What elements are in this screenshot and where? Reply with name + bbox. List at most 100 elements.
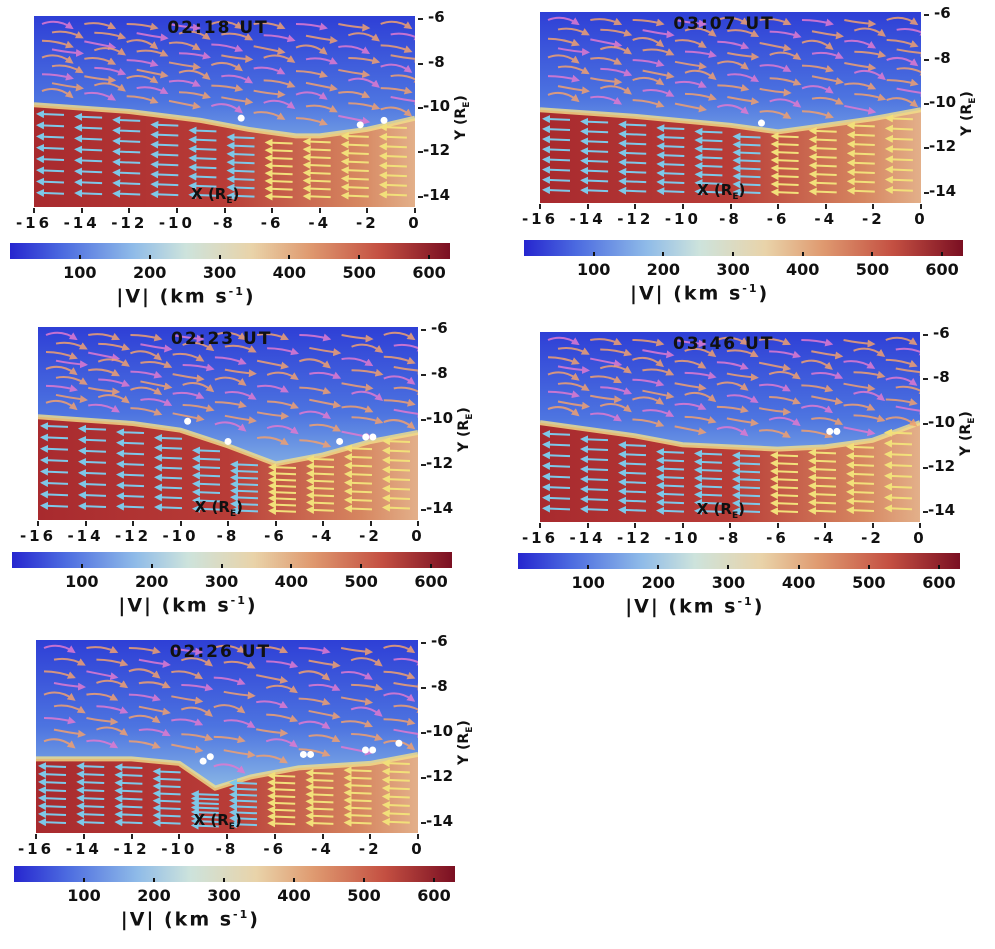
x-tick [33,208,35,213]
x-tick-label: -6 [263,840,287,858]
streamline-arrow [338,114,371,125]
streamline-arrow [264,177,293,186]
streamline-arrow [674,102,707,113]
streamline-arrow [884,493,913,502]
streamline-arrow [694,482,723,491]
streamline-arrow [843,403,876,411]
streamline-arrow [580,495,609,504]
velocity-map [34,16,415,207]
streamline-arrow [380,44,413,53]
streamline-arrow [344,453,373,462]
streamline-arrow [618,441,647,450]
x-tick [824,204,827,209]
streamline-arrow [192,454,221,463]
streamline-arrow [846,470,875,479]
y-tick [421,329,426,332]
spacecraft-marker [380,116,388,124]
streamline-arrow [211,43,244,53]
streamline-arrow [306,476,335,485]
y-tick [418,107,423,110]
colorbar-label-text: |V| (km s [116,285,229,308]
streamline-arrow [265,738,298,748]
streamline-arrow [340,183,369,192]
colorbar-tick-label: 300 [716,260,750,279]
streamline-arrow [590,412,622,422]
colorbar-label: |V| (km s-1) [116,285,255,307]
x-tick [539,523,541,528]
streamline-arrow [684,415,717,424]
streamline-arrow [305,804,334,813]
y-axis-label: Y (RE) [959,91,978,137]
streamline-arrow [350,706,383,717]
y-tick [418,62,423,65]
x-tick-label: -14 [65,840,102,858]
streamline-arrow [844,19,877,28]
streamline-arrow [76,794,105,803]
spacecraft-marker [362,433,370,441]
colorbar-label: |V| (km s-1) [118,594,257,616]
streamline-arrow [76,786,105,795]
y-tick-label: -14 [426,811,454,830]
streamline-arrow [40,456,69,465]
streamline-arrow [305,57,338,65]
colorbar-label-exponent: -1 [233,908,250,921]
streamline-arrow [116,438,145,447]
streamline-arrow [210,61,243,72]
streamline-arrow [299,333,332,342]
streamline-arrow [140,380,173,391]
streamline-arrow [55,359,88,369]
streamline-arrow [590,56,623,65]
streamline-arrow [38,778,67,787]
streamline-arrow [618,186,647,195]
streamline-arrow [192,504,221,513]
y-axis-label-text: Y (R [456,420,472,453]
x-tick-label: -8 [213,214,236,232]
x-tick [871,523,874,528]
streamline-arrow [884,165,913,174]
colorbar-tick [732,252,735,256]
streamline-arrow [253,89,286,99]
streamline-arrow [263,34,296,43]
streamline-arrow [78,502,107,511]
x-tick [273,834,276,839]
streamline-arrow [305,776,334,785]
streamline-arrow [770,467,799,476]
streamline-arrow [542,125,571,134]
x-tick [369,521,372,526]
streamline-arrow [264,138,293,147]
streamline-arrow [547,37,580,47]
streamline-arrow [343,803,372,812]
streamline-arrow [74,134,103,143]
streamline-arrow [309,423,342,432]
colorbar-tick [430,564,433,568]
streamline-arrow [306,469,335,478]
streamline-arrow [263,99,296,110]
colorbar-label: |V| (km s-1) [630,282,769,304]
streamline-arrow [266,660,299,669]
x-tick-label: -4 [311,840,334,858]
streamline-arrow [86,645,119,654]
streamline-arrow [770,132,799,141]
streamline-arrow [221,96,254,106]
velocity-map [36,640,418,833]
streamline-arrow [221,74,254,84]
streamline-arrow [759,17,792,26]
streamline-arrow [632,418,665,428]
streamline-arrow [171,718,204,726]
colorbar-tick [867,565,870,569]
streamline-arrow [190,794,219,803]
colorbar-tick-label: 300 [204,572,239,591]
streamline-arrow [843,339,876,348]
streamline-arrow [811,96,844,105]
streamline-arrow [338,23,371,32]
streamline-arrow [41,39,74,49]
streamline-arrow [226,158,255,167]
y-tick-label: -6 [933,324,950,343]
streamline-arrow [74,112,103,121]
streamline-arrow [632,18,665,27]
colorbar-tick-label: 500 [852,573,886,592]
streamline-arrow [393,657,418,666]
streamline-arrow [768,370,801,380]
streamline-arrow [214,400,247,409]
streamline-arrow [267,799,296,808]
